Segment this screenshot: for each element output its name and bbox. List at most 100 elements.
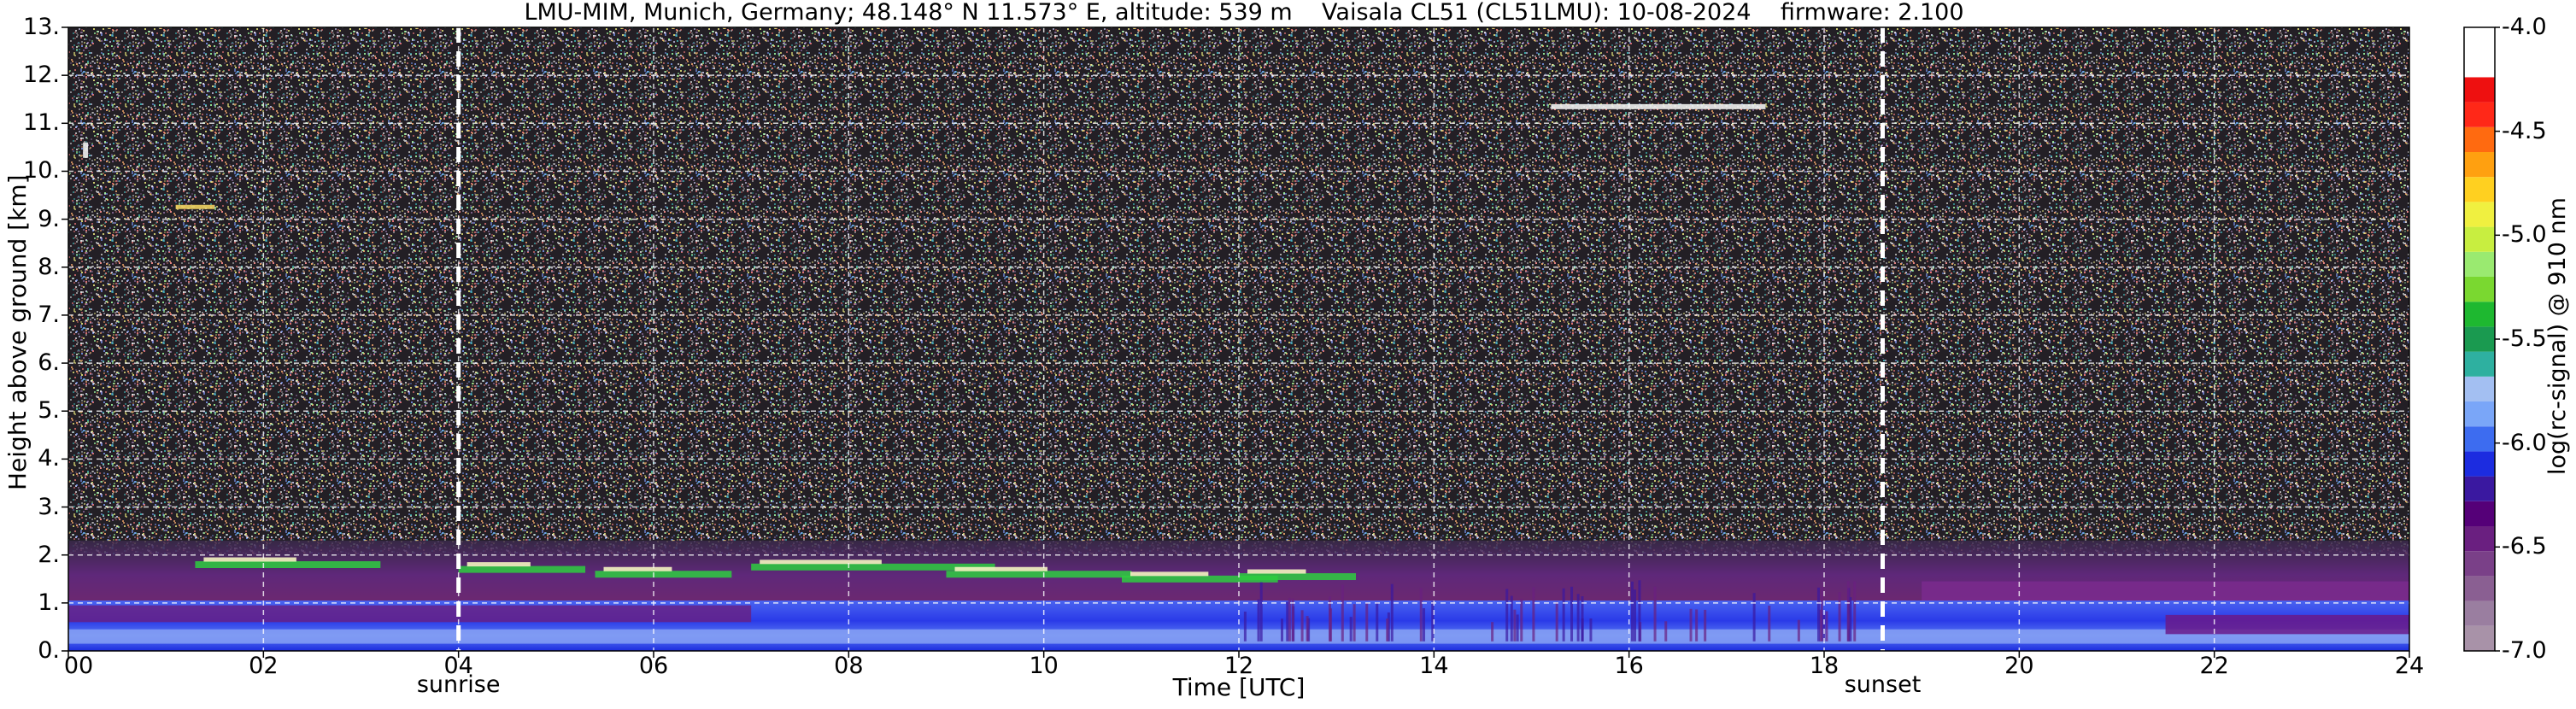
x-tick-label: 14 (1419, 653, 1449, 679)
cloud-streak-green (946, 571, 1132, 578)
y-tick-label: 3. (38, 493, 60, 520)
high-cloud (1551, 103, 1766, 109)
fall-streak (1505, 589, 1509, 642)
fall-streak (1653, 586, 1657, 642)
high-cloud (83, 142, 89, 158)
colorbar-segment (2464, 376, 2495, 401)
cloud-streak-green (458, 565, 586, 573)
x-tick-label: 06 (638, 653, 669, 679)
fall-streak (1431, 601, 1435, 642)
cloud-streak-white (203, 557, 296, 562)
fall-streak (1286, 601, 1289, 642)
y-axis-label: Height above ground [km] (3, 174, 32, 490)
x-tick-label: 24 (2394, 653, 2425, 679)
cloud-streak-white (954, 566, 1047, 571)
fall-streak (1532, 587, 1535, 642)
fall-streak (1822, 614, 1826, 642)
fall-streak (1376, 602, 1379, 642)
colorbar-tick-label: -6.0 (2502, 429, 2547, 456)
fall-streak (1259, 582, 1263, 642)
cloud-streak-green (195, 560, 381, 568)
fall-streak (1797, 619, 1800, 642)
colorbar-tick-label: -7.0 (2502, 637, 2547, 664)
x-tick-label: 22 (2199, 653, 2229, 679)
y-tick-label: 1. (38, 589, 60, 616)
colorbar-tick-label: -5.0 (2502, 221, 2547, 249)
fall-streak (1849, 597, 1852, 642)
cloud-streak-green (1122, 575, 1278, 583)
cloud-streak-green (751, 563, 995, 571)
colorbar-tick-label: -4.0 (2502, 14, 2547, 40)
colorbar-segment (2464, 551, 2495, 577)
colorbar-segment (2464, 401, 2495, 427)
annotation-label-sunrise: sunrise (416, 671, 501, 698)
cloud-streak-white (760, 560, 882, 565)
colorbar-segment (2464, 576, 2495, 601)
colorbar-tick-label: -6.5 (2502, 533, 2547, 560)
fall-streak (1329, 608, 1333, 642)
fall-streak (1570, 586, 1574, 642)
fall-streak (1257, 599, 1260, 642)
fall-streak (1423, 607, 1426, 642)
colorbar-segment (2464, 526, 2495, 552)
fall-streak (1288, 597, 1291, 642)
colorbar-segment (2464, 126, 2495, 152)
colorbar-segment (2464, 277, 2495, 302)
fall-streak (1820, 587, 1823, 642)
y-tick-label: 5. (38, 397, 60, 425)
y-tick-label: 4. (38, 445, 60, 472)
colorbar-segment (2464, 226, 2495, 252)
y-tick-label: 9. (38, 205, 60, 232)
fall-streak (1365, 602, 1369, 642)
fall-streak (1386, 618, 1389, 642)
x-tick-label: 00 (63, 653, 94, 679)
fall-streak (1838, 592, 1841, 642)
fall-streak (1387, 612, 1390, 642)
fall-streak (1689, 608, 1693, 642)
colorbar-segment (2464, 177, 2495, 202)
colorbar-segment (2464, 202, 2495, 227)
fall-streak (1491, 622, 1494, 642)
colorbar-segment (2464, 152, 2495, 178)
colorbar-tick-label: -5.5 (2502, 325, 2547, 352)
y-tick-label: 2. (38, 541, 60, 568)
fall-streak (1353, 604, 1356, 642)
y-tick-label: 7. (38, 301, 60, 328)
colorbar-segment (2464, 601, 2495, 626)
fall-streak (1853, 581, 1857, 642)
evening-layer (1922, 581, 2409, 601)
cloud-streak-white (1130, 571, 1209, 577)
fall-streak (1281, 618, 1284, 642)
x-tick-label: 08 (834, 653, 864, 679)
x-tick-label: 10 (1029, 653, 1059, 679)
fall-streak (1638, 580, 1641, 642)
x-axis-label: Time [UTC] (1172, 673, 1306, 701)
chart-title: LMU-MIM, Munich, Germany; 48.148° N 11.5… (524, 0, 1964, 26)
colorbar-segment (2464, 451, 2495, 477)
x-tick-label: 12 (1223, 653, 1254, 679)
x-tick-label: 16 (1614, 653, 1644, 679)
fall-streak (1704, 609, 1707, 642)
fall-streak (1768, 605, 1771, 642)
fall-streak (1695, 609, 1699, 642)
morning-layer (68, 605, 752, 623)
fall-streak (1555, 601, 1558, 642)
colorbar-segment (2464, 27, 2495, 78)
fall-streak (1341, 584, 1344, 642)
night-layer (2165, 614, 2409, 635)
fall-streak (1576, 594, 1580, 642)
fall-streak (1562, 588, 1565, 642)
y-tick-label: 11. (23, 109, 60, 137)
colorbar-tick-label: -4.5 (2502, 117, 2547, 144)
cloud-streak-white (1247, 569, 1306, 574)
annotation-label-sunset: sunset (1844, 671, 1922, 698)
colorbar-segment (2464, 501, 2495, 526)
colorbar-segment (2464, 302, 2495, 327)
fall-streak (1510, 595, 1513, 642)
fall-streak (1513, 609, 1517, 642)
cloud-streak-green (595, 571, 732, 578)
high-cloud (175, 204, 215, 209)
colorbar-label: log(rc-signal) @ 910 nm (2544, 197, 2571, 475)
fall-streak (1664, 621, 1668, 642)
fall-streak (1307, 618, 1311, 642)
